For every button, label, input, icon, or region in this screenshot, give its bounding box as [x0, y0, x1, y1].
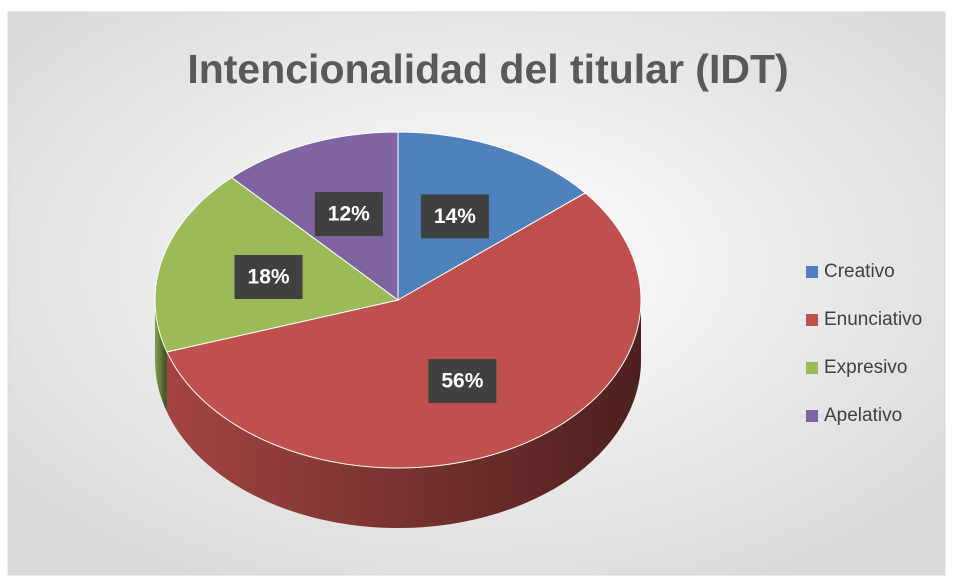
- legend-label: Enunciativo: [824, 309, 922, 330]
- data-label-box: [314, 192, 383, 237]
- data-label: 14%: [434, 205, 476, 228]
- chart-title: Intencionalidad del titular (IDT): [187, 46, 788, 92]
- pie-slice: [397, 131, 587, 301]
- legend-swatch: [806, 314, 818, 326]
- data-label: 18%: [248, 266, 290, 289]
- data-label-box: [428, 358, 497, 403]
- pie-side-shade: [166, 300, 642, 528]
- legend-label: Apelativo: [824, 405, 902, 426]
- data-label-box: [420, 194, 489, 239]
- legend-swatch: [806, 410, 818, 422]
- data-label: 12%: [328, 203, 370, 226]
- legend-label: Expresivo: [824, 357, 907, 378]
- legend-label: Creativo: [824, 261, 895, 282]
- legend-swatch: [806, 362, 818, 374]
- data-label-box: [234, 255, 303, 300]
- data-label: 56%: [441, 370, 483, 393]
- pie-slice: [166, 192, 642, 469]
- legend-swatch: [806, 266, 818, 278]
